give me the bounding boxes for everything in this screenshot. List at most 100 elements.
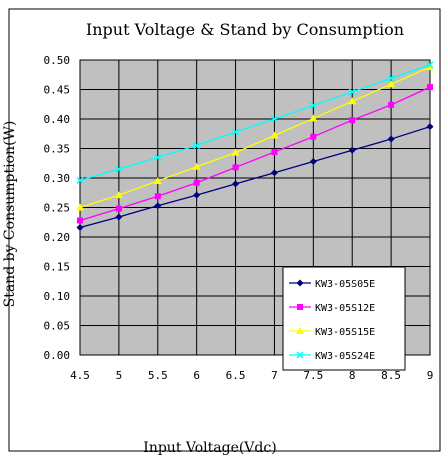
data-point [232,128,240,136]
data-point-stroke [348,88,356,96]
data-point [114,191,123,199]
data-point [115,165,123,173]
legend-label: KW3-05S05E [315,279,375,290]
series-KW3-05S05E [76,123,434,232]
legend-marker [296,327,304,334]
data-point [76,176,84,184]
data-point [115,213,123,221]
legend: KW3-05S05E KW3-05S12E KW3-05S15E KW3-05S24E [282,266,406,371]
x-tick-label: 7 [271,369,278,382]
y-tick-label: 0.30 [44,172,71,185]
data-point [77,217,83,224]
data-point [387,74,395,82]
x-tick-label: 6 [193,369,200,382]
chart-title: Input Voltage & Stand by Consumption [86,20,404,39]
data-point [192,162,201,170]
legend-label: KW3-05S24E [315,351,375,362]
data-point [427,84,433,91]
series-line [79,86,431,222]
y-tick-label: 0.40 [44,113,71,126]
data-point-stroke [193,142,201,150]
y-tick-label: 0.35 [44,143,71,156]
data-point [115,205,122,212]
data-series [76,61,434,232]
data-point [426,123,434,131]
legend-item: KW3-05S12E [289,303,375,314]
legend-marker-stroke [296,351,304,359]
legend-box [282,266,406,371]
series-KW3-05S24E [76,61,434,184]
y-tick-label: 0.00 [44,349,71,362]
data-point [348,97,357,105]
data-point [154,153,162,161]
data-point-stroke [76,176,84,184]
data-point-stroke [232,128,240,136]
legend-label: KW3-05S12E [315,303,375,314]
x-tick-labels: 4.5 5 5.5 6 6.5 7 7.5 8 8.5 9 [70,369,433,382]
data-point [232,180,240,188]
data-point-stroke [270,115,278,123]
data-point [154,193,161,200]
y-tick-label: 0.45 [44,84,71,97]
legend-label: KW3-05S15E [315,327,375,338]
x-tick-label: 8 [349,369,356,382]
x-tick-label: 6.5 [226,369,246,382]
legend-item: KW3-05S05E [289,279,375,290]
series-KW3-05S15E [76,63,434,211]
data-point [270,131,279,139]
y-tick-label: 0.20 [44,231,71,244]
data-point [310,133,317,140]
series-line [79,64,431,181]
data-point [348,88,356,96]
y-axis-label: Stand by Consumption(W) [2,121,18,308]
data-point-stroke [426,61,434,69]
series-line [79,66,431,209]
y-tick-label: 0.05 [44,320,71,333]
data-point [309,157,317,165]
data-point-stroke [309,101,317,109]
legend-marker [297,304,303,310]
data-point [426,61,434,69]
x-tick-label: 8.5 [381,369,401,382]
data-point [309,101,317,109]
data-point [388,101,395,108]
data-point [387,135,395,143]
data-point [153,176,162,184]
data-point [309,114,318,122]
y-tick-labels: 0.00 0.05 0.10 0.15 0.20 0.25 0.30 0.35 0.40 0.45… [44,54,71,362]
data-point [270,169,278,177]
series-KW3-05S12E [77,84,433,224]
legend-item: KW3-05S15E [289,327,375,338]
y-tick-label: 0.25 [44,202,71,215]
data-point-stroke [387,74,395,82]
y-tick-label: 0.50 [44,54,71,67]
data-point [76,203,84,211]
data-point [154,202,162,210]
x-tick-label: 5.5 [148,369,168,382]
data-point-stroke [154,153,162,161]
x-tick-label: 9 [427,369,434,382]
data-point [231,148,240,156]
y-tick-label: 0.10 [44,290,71,303]
legend-marker [296,351,304,359]
x-axis-label: Input Voltage(Vdc) [143,440,276,456]
data-point-stroke [115,165,123,173]
data-point [76,224,84,232]
data-point [270,115,278,123]
data-point [232,164,239,171]
data-point [426,63,434,71]
x-tick-label: 5 [116,369,123,382]
legend-item: KW3-05S24E [289,351,375,362]
x-tick-label: 7.5 [303,369,323,382]
series-line [79,126,431,229]
data-point [387,80,396,88]
data-point [193,179,200,186]
legend-marker [296,279,304,287]
data-point [271,149,278,156]
data-point [193,191,201,199]
x-tick-label: 4.5 [70,369,90,382]
data-point [193,142,201,150]
data-point [348,146,356,154]
